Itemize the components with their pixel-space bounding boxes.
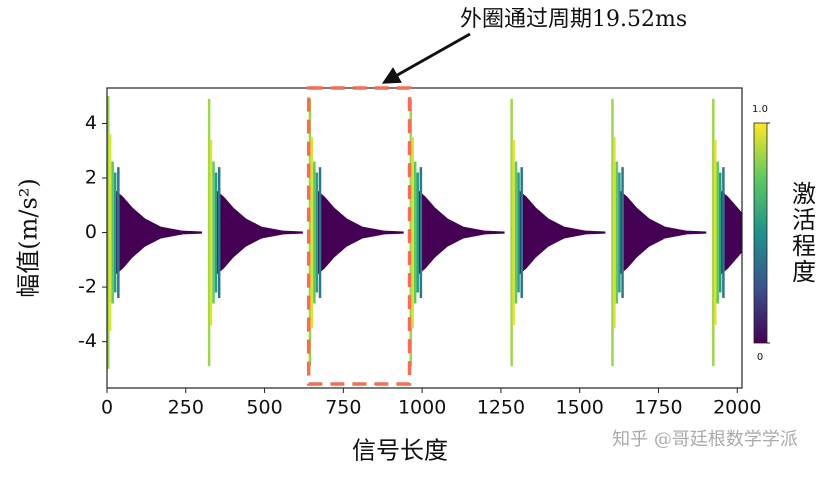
colorbar-tick-label: 1.0 bbox=[752, 104, 768, 115]
y-tick-label: -4 bbox=[78, 330, 97, 352]
signal-envelope bbox=[115, 190, 743, 275]
x-tick-label: 1750 bbox=[634, 397, 682, 419]
x-tick-label: 1250 bbox=[477, 397, 525, 419]
colorbar bbox=[753, 122, 768, 344]
x-tick-label: 2000 bbox=[713, 397, 761, 419]
y-axis-label: 幅值(m/s²) bbox=[15, 178, 43, 298]
y-tick-label: -2 bbox=[78, 276, 97, 298]
x-tick-label: 250 bbox=[168, 397, 204, 419]
plot-frame bbox=[106, 87, 743, 389]
colorbar-label: 激活程度 bbox=[788, 181, 816, 285]
arrow bbox=[381, 32, 471, 84]
y-tick-label: 4 bbox=[85, 112, 97, 134]
x-tick-label: 0 bbox=[101, 397, 113, 419]
watermark: 知乎 @哥廷根数学学派 bbox=[612, 429, 798, 450]
x-tick-label: 750 bbox=[325, 397, 361, 419]
colorbar-tick-label: 0 bbox=[757, 352, 763, 363]
y-tick-label: 2 bbox=[85, 167, 97, 189]
x-axis-label: 信号长度 bbox=[352, 437, 448, 465]
annotation: 外圈通过周期19.52ms bbox=[460, 7, 687, 32]
x-tick-label: 1500 bbox=[556, 397, 604, 419]
x-tick-label: 500 bbox=[246, 397, 282, 419]
y-tick-label: 0 bbox=[85, 221, 97, 243]
x-tick-label: 1000 bbox=[398, 397, 446, 419]
highlight-box bbox=[306, 86, 412, 386]
